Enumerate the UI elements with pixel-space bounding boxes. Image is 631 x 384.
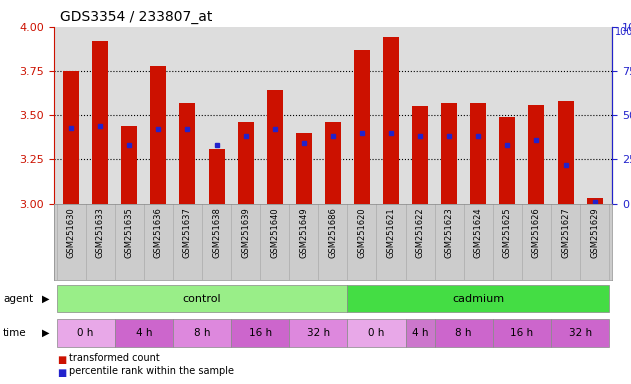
Bar <box>238 122 254 204</box>
Text: 4 h: 4 h <box>412 328 428 338</box>
Text: 100%: 100% <box>615 27 631 37</box>
Bar <box>115 319 173 347</box>
Bar <box>231 319 289 347</box>
Bar <box>435 319 493 347</box>
Bar <box>325 122 341 204</box>
Text: GSM251627: GSM251627 <box>561 207 570 258</box>
Text: 32 h: 32 h <box>569 328 592 338</box>
Bar <box>92 41 108 204</box>
Text: 8 h: 8 h <box>194 328 210 338</box>
Bar <box>406 319 435 347</box>
Text: GSM251626: GSM251626 <box>532 207 541 258</box>
Text: ▶: ▶ <box>42 293 50 304</box>
Bar <box>267 91 283 204</box>
Text: transformed count: transformed count <box>69 353 160 363</box>
Text: GSM251649: GSM251649 <box>299 207 309 258</box>
Bar <box>587 198 603 204</box>
Text: GSM251637: GSM251637 <box>183 207 192 258</box>
Text: 0 h: 0 h <box>369 328 385 338</box>
Text: percentile rank within the sample: percentile rank within the sample <box>69 366 234 376</box>
Text: GSM251640: GSM251640 <box>270 207 279 258</box>
Bar <box>173 319 231 347</box>
Bar <box>57 285 348 313</box>
Text: agent: agent <box>3 293 33 304</box>
Bar <box>57 319 115 347</box>
Text: GSM251633: GSM251633 <box>96 207 105 258</box>
Text: GSM251638: GSM251638 <box>212 207 221 258</box>
Text: 8 h: 8 h <box>456 328 472 338</box>
Text: 16 h: 16 h <box>510 328 533 338</box>
Bar <box>296 133 312 204</box>
Bar <box>121 126 138 204</box>
Text: GSM251620: GSM251620 <box>357 207 367 258</box>
Bar <box>551 319 609 347</box>
Text: GSM251639: GSM251639 <box>241 207 250 258</box>
Bar <box>348 285 609 313</box>
Bar <box>528 104 545 204</box>
Bar <box>179 103 196 204</box>
Text: 0 h: 0 h <box>78 328 94 338</box>
Bar <box>493 319 551 347</box>
Text: 4 h: 4 h <box>136 328 152 338</box>
Bar <box>558 101 574 204</box>
Text: GSM251625: GSM251625 <box>503 207 512 258</box>
Bar <box>470 103 487 204</box>
Bar <box>63 71 79 204</box>
Text: 16 h: 16 h <box>249 328 272 338</box>
Text: GSM251635: GSM251635 <box>125 207 134 258</box>
Text: GSM251621: GSM251621 <box>387 207 396 258</box>
Bar <box>348 319 406 347</box>
Bar <box>499 117 516 204</box>
Text: GSM251623: GSM251623 <box>445 207 454 258</box>
Bar <box>150 66 167 204</box>
Text: GSM251630: GSM251630 <box>67 207 76 258</box>
Text: ■: ■ <box>57 355 66 365</box>
Text: GSM251636: GSM251636 <box>154 207 163 258</box>
Text: 32 h: 32 h <box>307 328 330 338</box>
Bar <box>412 106 428 204</box>
Text: GSM251624: GSM251624 <box>474 207 483 258</box>
Text: GSM251622: GSM251622 <box>416 207 425 258</box>
Bar <box>208 149 225 204</box>
Bar <box>289 319 348 347</box>
Text: GDS3354 / 233807_at: GDS3354 / 233807_at <box>60 10 212 23</box>
Text: GSM251686: GSM251686 <box>328 207 338 258</box>
Bar <box>441 103 457 204</box>
Bar <box>354 50 370 204</box>
Text: GSM251629: GSM251629 <box>590 207 599 258</box>
Text: time: time <box>3 328 27 338</box>
Text: ▶: ▶ <box>42 328 50 338</box>
Text: control: control <box>182 293 221 304</box>
Text: ■: ■ <box>57 368 66 378</box>
Bar <box>383 38 399 204</box>
Text: cadmium: cadmium <box>452 293 504 304</box>
